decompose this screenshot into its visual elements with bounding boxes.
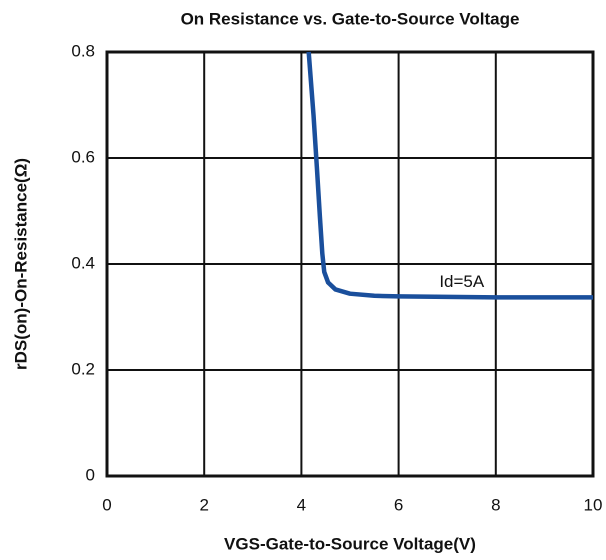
- y-tick-label: 0.8: [71, 41, 95, 60]
- x-tick-label: 8: [491, 495, 500, 514]
- x-tick-label: 4: [297, 495, 306, 514]
- annotation: Id=5A: [439, 272, 485, 291]
- x-tick-label: 0: [102, 495, 111, 514]
- x-axis-label: VGS-Gate-to-Source Voltage(V): [224, 534, 476, 553]
- x-tick-label: 2: [199, 495, 208, 514]
- y-axis-label: rDS(on)-On-Resistance(Ω): [11, 158, 30, 370]
- x-tick-label: 10: [584, 495, 603, 514]
- plot-frame: [105, 50, 595, 478]
- x-tick-label: 6: [394, 495, 403, 514]
- y-tick-label: 0.4: [71, 253, 95, 272]
- data-line: [306, 51, 593, 300]
- y-tick-label: 0.6: [71, 147, 95, 166]
- y-tick-label: 0.2: [71, 359, 95, 378]
- y-tick-label: 0: [86, 465, 95, 484]
- chart-title: On Resistance vs. Gate-to-Source Voltage: [181, 9, 520, 28]
